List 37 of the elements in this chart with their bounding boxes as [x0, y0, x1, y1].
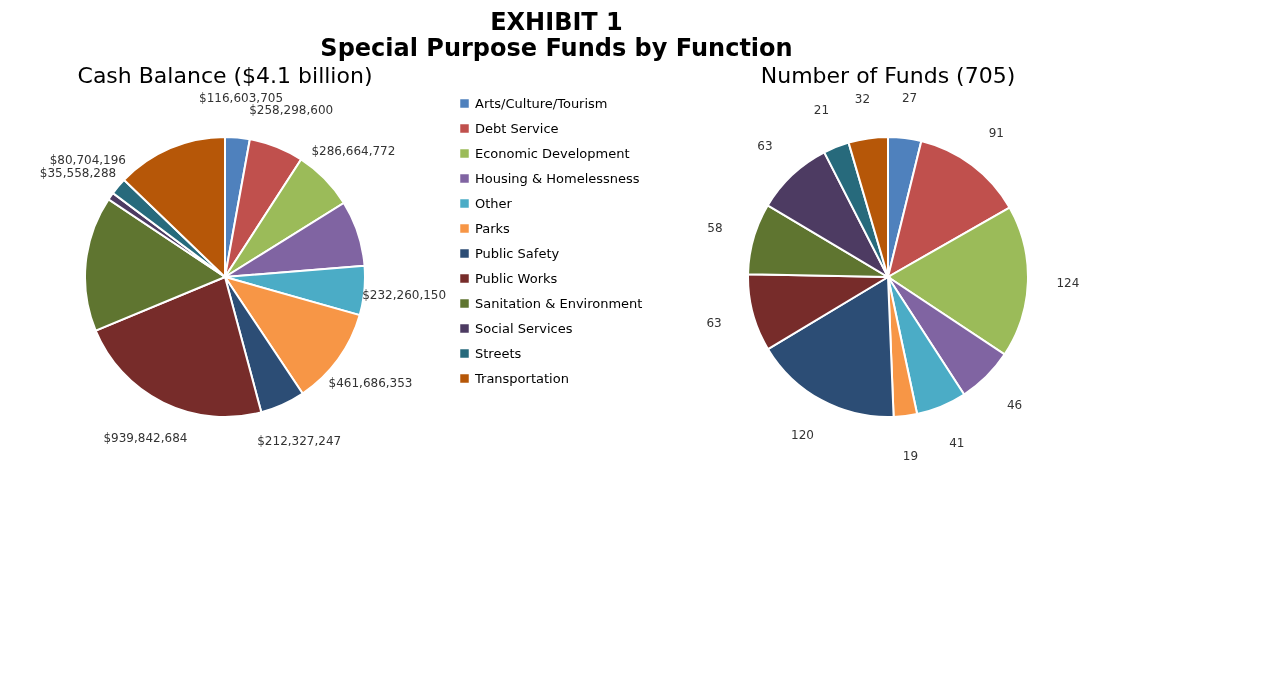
legend-label: Debt Service	[475, 120, 559, 136]
data-label: 19	[902, 448, 919, 463]
data-label: 63	[706, 316, 722, 331]
data-label: 120	[791, 428, 815, 443]
legend-label: Public Safety	[475, 245, 560, 261]
legend-label: Sanitation & Environment	[475, 295, 643, 311]
data-label: 124	[1056, 276, 1080, 291]
data-label: 46	[1006, 397, 1023, 412]
data-label: 58	[707, 220, 723, 235]
data-label: $286,664,772	[311, 143, 396, 158]
legend-label: Parks	[475, 220, 511, 236]
chart-title: Cash Balance ($4.1 billion)	[77, 62, 373, 88]
data-label: 21	[813, 102, 830, 117]
data-label: $212,327,247	[257, 433, 342, 448]
data-label: $232,260,150	[362, 287, 447, 302]
chart-title: Number of Funds (705)	[760, 63, 1016, 89]
legend-label: Streets	[475, 345, 522, 361]
legend-label: Transportation	[474, 370, 569, 386]
data-label: 27	[901, 91, 918, 106]
data-label: $258,298,600	[249, 102, 334, 117]
legend-label: Arts/Culture/Tourism	[475, 95, 608, 111]
data-label: 63	[757, 138, 773, 153]
legend-label: Housing & Homelessness	[475, 170, 640, 186]
data-label: $116,603,705	[199, 90, 284, 105]
data-label: $461,686,353	[328, 375, 413, 390]
data-label: $80,704,196	[49, 153, 127, 168]
data-label: 32	[854, 91, 871, 106]
legend-label: Economic Development	[475, 145, 630, 161]
text: Special Purpose Funds by Function	[320, 33, 793, 62]
text: EXHIBIT 1	[490, 7, 623, 36]
data-label: 91	[988, 126, 1005, 141]
legend-label: Other	[475, 195, 513, 211]
data-label: 41	[949, 436, 965, 451]
legend-label: Social Services	[475, 320, 573, 336]
data-label: $939,842,684	[103, 431, 188, 446]
data-label: $35,558,288	[39, 166, 117, 181]
legend-label: Public Works	[475, 270, 558, 286]
